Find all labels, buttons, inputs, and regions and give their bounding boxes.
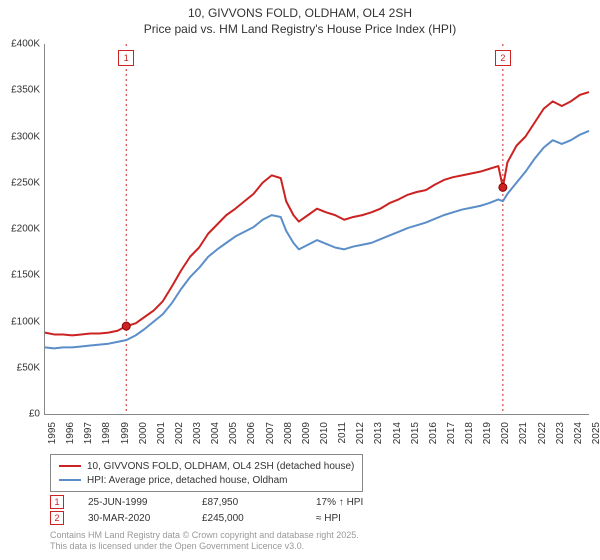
x-tick-label: 2012 [355, 422, 366, 444]
x-tick-label: 2022 [537, 422, 548, 444]
sale-marker-index: 2 [495, 50, 511, 66]
x-tick-label: 2000 [138, 422, 149, 444]
x-tick-label: 1996 [65, 422, 76, 444]
y-tick-label: £150K [0, 270, 40, 281]
y-tick-label: £100K [0, 316, 40, 327]
x-tick-label: 1995 [47, 422, 58, 444]
sale-delta: ≈ HPI [316, 513, 406, 524]
plot-svg [45, 44, 589, 414]
legend-label: 10, GIVVONS FOLD, OLDHAM, OL4 2SH (detac… [87, 461, 354, 472]
footer-line1: Contains HM Land Registry data © Crown c… [50, 530, 359, 541]
chart-titles: 10, GIVVONS FOLD, OLDHAM, OL4 2SH Price … [0, 0, 600, 37]
legend-row: 10, GIVVONS FOLD, OLDHAM, OL4 2SH (detac… [59, 459, 354, 473]
legend-box: 10, GIVVONS FOLD, OLDHAM, OL4 2SH (detac… [50, 454, 363, 492]
legend-row: HPI: Average price, detached house, Oldh… [59, 473, 354, 487]
x-tick-label: 2004 [210, 422, 221, 444]
legend-swatch [59, 479, 81, 481]
x-tick-label: 1998 [101, 422, 112, 444]
sale-rows: 1 25-JUN-1999 £87,950 17% ↑ HPI 2 30-MAR-2020… [50, 494, 406, 526]
x-tick-label: 2025 [591, 422, 600, 444]
y-tick-label: £50K [0, 362, 40, 373]
y-tick-label: £200K [0, 224, 40, 235]
sale-index-box: 2 [50, 511, 64, 525]
x-tick-label: 2002 [174, 422, 185, 444]
footer-attribution: Contains HM Land Registry data © Crown c… [50, 530, 359, 552]
y-tick-label: £300K [0, 131, 40, 142]
x-tick-label: 2001 [156, 422, 167, 444]
x-tick-label: 2019 [482, 422, 493, 444]
x-tick-label: 2011 [337, 422, 348, 444]
x-tick-label: 2021 [518, 422, 529, 444]
y-tick-label: £350K [0, 85, 40, 96]
chart-container: 10, GIVVONS FOLD, OLDHAM, OL4 2SH Price … [0, 0, 600, 560]
x-tick-label: 2017 [446, 422, 457, 444]
x-tick-label: 2005 [228, 422, 239, 444]
sale-delta: 17% ↑ HPI [316, 497, 406, 508]
sale-marker-index: 1 [118, 50, 134, 66]
x-tick-label: 2008 [283, 422, 294, 444]
x-tick-label: 2020 [500, 422, 511, 444]
x-tick-label: 2015 [410, 422, 421, 444]
plot-area [44, 44, 589, 415]
y-tick-label: £0 [0, 409, 40, 420]
legend-swatch [59, 465, 81, 467]
y-tick-label: £250K [0, 177, 40, 188]
x-tick-label: 2014 [392, 422, 403, 444]
y-tick-label: £400K [0, 39, 40, 50]
x-tick-label: 2016 [428, 422, 439, 444]
chart-title-line1: 10, GIVVONS FOLD, OLDHAM, OL4 2SH [0, 6, 600, 22]
sale-price: £245,000 [202, 513, 292, 524]
x-tick-label: 1997 [83, 422, 94, 444]
sale-date: 25-JUN-1999 [88, 497, 178, 508]
chart-title-line2: Price paid vs. HM Land Registry's House … [0, 22, 600, 38]
x-tick-label: 2013 [373, 422, 384, 444]
sale-row: 2 30-MAR-2020 £245,000 ≈ HPI [50, 510, 406, 526]
sale-index-box: 1 [50, 495, 64, 509]
x-tick-label: 2003 [192, 422, 203, 444]
footer-line2: This data is licensed under the Open Gov… [50, 541, 359, 552]
x-tick-label: 2023 [555, 422, 566, 444]
sale-row: 1 25-JUN-1999 £87,950 17% ↑ HPI [50, 494, 406, 510]
x-tick-label: 2009 [301, 422, 312, 444]
x-tick-label: 2024 [573, 422, 584, 444]
x-tick-label: 2007 [265, 422, 276, 444]
legend-label: HPI: Average price, detached house, Oldh… [87, 475, 288, 486]
sale-date: 30-MAR-2020 [88, 513, 178, 524]
x-tick-label: 2018 [464, 422, 475, 444]
x-tick-label: 2010 [319, 422, 330, 444]
sale-price: £87,950 [202, 497, 292, 508]
x-tick-label: 1999 [120, 422, 131, 444]
x-tick-label: 2006 [246, 422, 257, 444]
